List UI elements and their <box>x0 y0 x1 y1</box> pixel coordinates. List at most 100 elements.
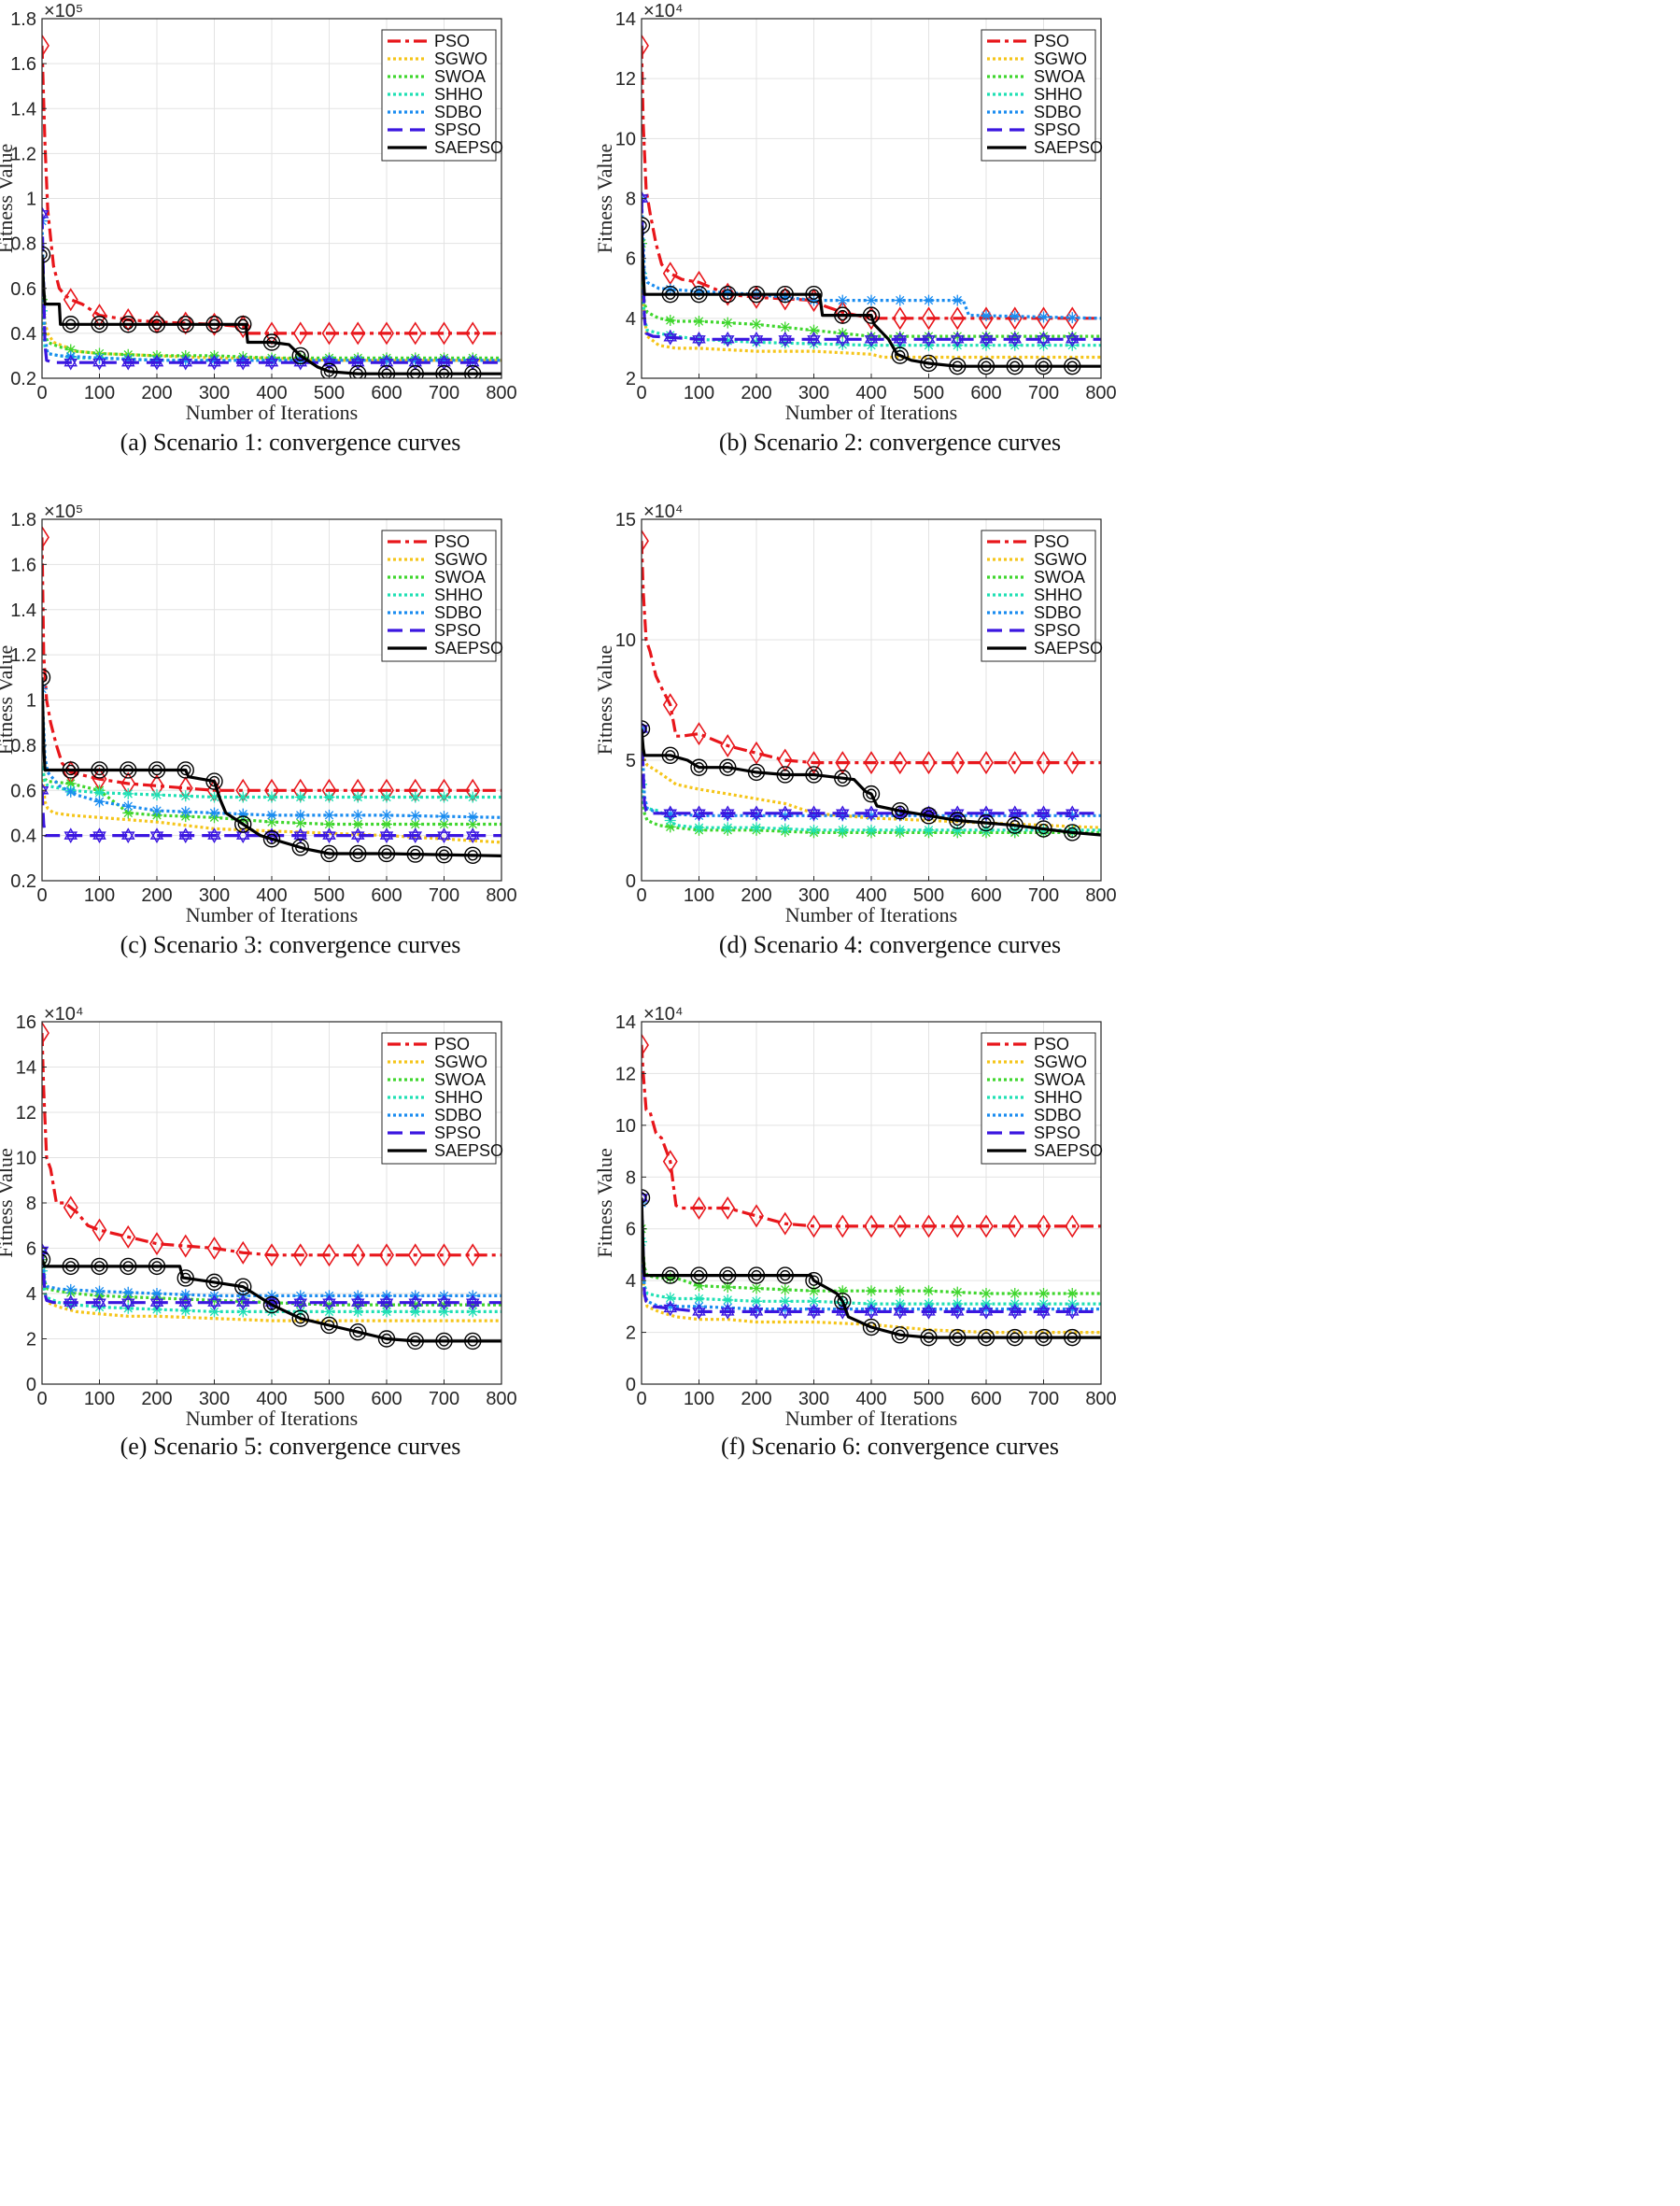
y-multiplier-label: ×10⁵ <box>44 502 83 522</box>
series-saepso-circle-marker-inner <box>780 1269 791 1281</box>
series-saepso-circle-marker <box>377 1330 396 1348</box>
series-saepso-circle-marker-inner <box>438 368 450 378</box>
series-saepso-circle-marker-inner <box>151 764 162 776</box>
series-spso-star-marker-b <box>207 1298 221 1311</box>
series-sdbo-asterisk-marker <box>64 1283 77 1295</box>
series-saepso-circle-marker <box>91 316 108 333</box>
series-saepso-circle-marker <box>949 357 967 375</box>
series-saepso-circle-marker <box>1035 1328 1052 1347</box>
series-shho-asterisk-marker <box>467 1306 479 1318</box>
legend-label-shho: SHHO <box>1034 85 1082 104</box>
series-pso-diamond-marker <box>465 321 481 346</box>
series-pso-diamond-marker <box>120 307 136 332</box>
x-tick-label: 600 <box>970 383 1001 403</box>
series-saepso-circle-marker-inner <box>93 318 106 330</box>
series-sdbo-asterisk-marker <box>837 294 849 306</box>
series-sdbo-asterisk-marker <box>981 810 992 822</box>
series-spso-star-marker <box>807 805 821 817</box>
series-sdbo-asterisk-marker <box>237 354 249 366</box>
legend-label-spso: SPSO <box>1034 120 1080 139</box>
series-saepso-circle-marker-inner <box>410 368 421 378</box>
x-tick-label: 700 <box>1028 885 1059 906</box>
y-tick-label: 1 <box>26 190 36 210</box>
series-spso-star-marker-b <box>663 333 678 346</box>
series-spso-star-marker <box>408 827 423 840</box>
x-tick-label: 300 <box>798 1389 829 1409</box>
series-shho-asterisk-marker <box>1066 824 1079 836</box>
y-tick-label: 16 <box>16 1012 36 1033</box>
series-saepso-circle-marker-inner <box>93 1261 106 1272</box>
series-spso-star-marker-b <box>42 210 49 222</box>
series-saepso-circle-marker <box>1006 357 1024 375</box>
x-tick-label: 600 <box>371 1389 402 1409</box>
series-pso-diamond-marker <box>379 321 394 346</box>
series-spso-star-marker-b <box>293 831 308 844</box>
series-saepso-circle-marker-inner <box>1038 1332 1050 1343</box>
series-saepso-circle-marker-inner <box>122 764 134 776</box>
x-tick-label: 200 <box>141 1389 172 1409</box>
x-tick-label: 600 <box>371 885 402 906</box>
series-spso-star-marker <box>1008 805 1023 817</box>
series-saepso-circle-marker <box>291 1309 309 1327</box>
series-swoa-asterisk-marker <box>352 818 364 830</box>
x-tick-label: 100 <box>84 383 115 403</box>
series-spso-star-marker <box>778 805 793 817</box>
series-pso-diamond-marker <box>92 1218 107 1242</box>
legend-label-sdbo: SDBO <box>1034 103 1081 121</box>
series-saepso-circle-marker-inner <box>981 1332 992 1343</box>
series-pso-diamond-marker <box>1007 1214 1023 1238</box>
series-sdbo-asterisk-marker <box>208 354 220 366</box>
series-saepso-circle-marker-inner <box>237 318 248 330</box>
x-tick-label: 800 <box>486 1389 516 1409</box>
series-saepso-circle-marker <box>42 669 51 686</box>
y-tick-label: 2 <box>26 1330 36 1350</box>
series-swoa-asterisk-marker <box>381 1299 392 1311</box>
series-saepso <box>642 217 1101 375</box>
series-shho-asterisk-marker <box>664 1292 676 1304</box>
series-spso-star-marker-b <box>1008 1308 1023 1320</box>
series-sdbo-asterisk-marker <box>93 352 106 364</box>
series-saepso-circle-marker <box>148 316 166 333</box>
series-saepso-circle-marker-inner <box>665 1269 676 1281</box>
x-tick-label: 0 <box>636 1389 646 1409</box>
y-tick-label: 6 <box>626 249 636 270</box>
series-saepso-circle-marker-inner <box>808 289 820 300</box>
series-saepso-circle-marker-inner <box>266 336 277 348</box>
series-saepso-circle-marker <box>661 1266 679 1284</box>
y-tick-label: 0.2 <box>10 871 36 892</box>
series-shho <box>42 762 501 803</box>
series-saepso-circle-marker-inner <box>1009 819 1021 831</box>
series-saepso-circle-marker-inner <box>780 289 791 300</box>
series-saepso-circle-marker <box>719 285 737 304</box>
series-saepso-circle-marker-inner <box>295 350 306 361</box>
series-line-sdbo <box>42 220 501 362</box>
x-axis-label: Number of Iterations <box>785 903 958 926</box>
series-sdbo-asterisk-marker <box>409 354 421 366</box>
series-swoa-asterisk-marker <box>294 817 306 829</box>
legend-label-sdbo: SDBO <box>434 1106 482 1124</box>
y-tick-label: 10 <box>615 129 636 149</box>
series-saepso-circle-marker <box>719 1266 737 1284</box>
series-spso-star-marker-b <box>642 194 649 206</box>
series-saepso-circle-marker <box>205 316 223 333</box>
series-pso-diamond-marker <box>642 529 649 553</box>
series-spso-star-marker <box>178 827 193 840</box>
series-sdbo-asterisk-marker <box>179 354 191 366</box>
series-pso-diamond-marker <box>63 1195 78 1220</box>
series-swoa-asterisk-marker <box>722 317 734 329</box>
series-saepso-circle-marker <box>661 285 679 304</box>
x-tick-label: 0 <box>36 885 47 906</box>
series-spso-star-marker-b <box>42 786 49 799</box>
series-saepso-circle-marker-inner <box>866 788 877 799</box>
series-swoa-asterisk-marker <box>693 316 705 328</box>
series-spso-star-marker <box>64 1294 78 1307</box>
series-sdbo-asterisk-marker <box>438 811 450 823</box>
series-sdbo-asterisk-marker <box>381 354 392 366</box>
series-sdbo-asterisk-marker <box>93 796 106 808</box>
series-sdbo-asterisk-marker <box>693 810 705 822</box>
series-spso-star-marker-b <box>807 809 821 822</box>
series-spso-star-marker-b <box>379 831 394 844</box>
series-shho-asterisk-marker <box>352 791 364 803</box>
legend-label-spso: SPSO <box>1034 1124 1080 1142</box>
series-pso-diamond-marker <box>892 1214 908 1238</box>
